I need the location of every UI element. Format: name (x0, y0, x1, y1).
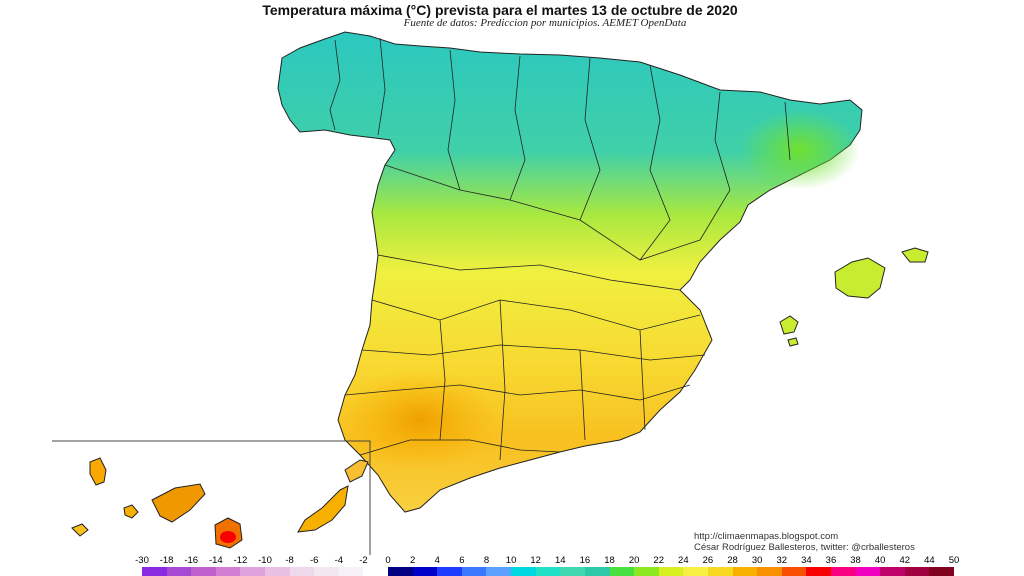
legend-tick: -8 (285, 555, 294, 566)
lanzarote-island (344, 459, 369, 483)
map-title: Temperatura máxima (°C) prevista para el… (262, 2, 738, 18)
legend-color-swatch (289, 567, 315, 576)
legend-tick: -14 (208, 555, 223, 566)
hot-spot (220, 531, 236, 543)
legend-tick: 22 (653, 555, 665, 566)
legend-tick: 10 (505, 555, 517, 566)
legend-color-swatch (240, 567, 266, 576)
legend-color-swatch (437, 567, 463, 576)
legend-tick: -6 (310, 555, 319, 566)
menorca-island (901, 247, 929, 263)
color-scale-legend: -30 -18 -16 -14 -12 -10 -8 -6 -4 -2 0 2 4 6 8 10 12 14 16 1… (130, 555, 960, 576)
map-subtitle: Fuente de datos: Prediccion por municipi… (403, 17, 687, 29)
legend-color-swatch (658, 567, 684, 576)
legend-color-swatch (880, 567, 906, 576)
legend-tick: 32 (776, 555, 788, 566)
ibiza-island (779, 315, 799, 335)
la-gomera-island (123, 504, 139, 519)
legend-color-swatch (683, 567, 709, 576)
peninsula-region (277, 31, 863, 513)
legend-color-swatch (461, 567, 487, 576)
legend-tick: 24 (678, 555, 689, 566)
legend-color-swatch (732, 567, 758, 576)
legend-color-swatch (707, 567, 734, 576)
legend-color-swatch (265, 567, 291, 576)
balearics-region (779, 247, 929, 347)
legend-tick: 36 (825, 555, 837, 566)
legend-color-swatch (142, 567, 168, 576)
legend-tick: 30 (751, 555, 763, 566)
formentera-island (787, 337, 799, 347)
legend-tick: 40 (874, 555, 886, 566)
legend-tick: 2 (410, 555, 416, 566)
fuerteventura-island (297, 485, 349, 533)
legend-tick: 6 (459, 555, 465, 566)
el-hierro-island (71, 523, 89, 537)
hot-zone (340, 370, 500, 470)
legend-color-swatch (634, 567, 660, 576)
legend-tick: -30 (135, 555, 149, 566)
legend-color-swatch (486, 567, 512, 576)
legend-color-swatch (757, 567, 783, 576)
credits-author: César Rodríguez Ballesteros, twitter: @c… (694, 542, 915, 553)
legend-tick: -4 (334, 555, 344, 566)
credits: http://climaenmapas.blogspot.com César R… (694, 531, 915, 553)
legend-tick: 26 (702, 555, 714, 566)
legend-color-swatch (806, 567, 832, 576)
province-borders (329, 37, 791, 461)
legend-color-swatch (904, 567, 930, 576)
legend-color-swatch (412, 567, 438, 576)
legend-tick: 4 (434, 555, 440, 566)
legend-tick: 18 (604, 555, 615, 566)
legend-color-swatch (584, 567, 610, 576)
legend-tick: 14 (555, 555, 566, 566)
legend-tick: 8 (483, 555, 490, 566)
legend-tick: -16 (184, 555, 199, 566)
credits-url: http://climaenmapas.blogspot.com (694, 531, 839, 542)
legend-color-swatch (830, 567, 857, 576)
legend-color-swatch (363, 567, 389, 576)
legend-tick: 42 (899, 555, 911, 566)
legend-tick: 12 (530, 555, 541, 566)
tenerife-island (151, 483, 206, 523)
legend-tick: -12 (233, 555, 248, 566)
ne-green-zone (740, 110, 860, 190)
legend-tick: -18 (159, 555, 174, 566)
legend-color-swatch (191, 567, 217, 576)
legend-tick: 38 (850, 555, 861, 566)
legend-color-swatch (314, 567, 340, 576)
legend-tick: 20 (628, 555, 640, 566)
legend-color-swatch (609, 567, 635, 576)
legend-tick: 16 (579, 555, 591, 566)
canaries-inset (52, 440, 371, 555)
legend-color-swatch (560, 567, 586, 576)
legend-color-swatch (388, 567, 414, 576)
legend-tick: -10 (258, 555, 272, 566)
mallorca-island (834, 257, 886, 299)
legend-color-swatch (338, 567, 364, 576)
legend-color-swatch (166, 567, 192, 576)
inset-frame (52, 440, 371, 555)
legend-color-swatch (535, 567, 561, 576)
legend-color-swatch (929, 567, 955, 576)
la-palma-island (89, 457, 107, 486)
legend-color-swatch (215, 567, 241, 576)
legend-tick: 44 (924, 555, 935, 566)
legend-tick: 28 (727, 555, 738, 566)
legend-color-swatch (781, 567, 807, 576)
legend-tick: 0 (385, 555, 391, 566)
legend-tick: 50 (948, 555, 960, 566)
legend-tick: 34 (801, 555, 812, 566)
legend-color-swatch (855, 567, 881, 576)
legend-color-swatch (511, 567, 537, 576)
legend-tick: -2 (359, 555, 368, 566)
